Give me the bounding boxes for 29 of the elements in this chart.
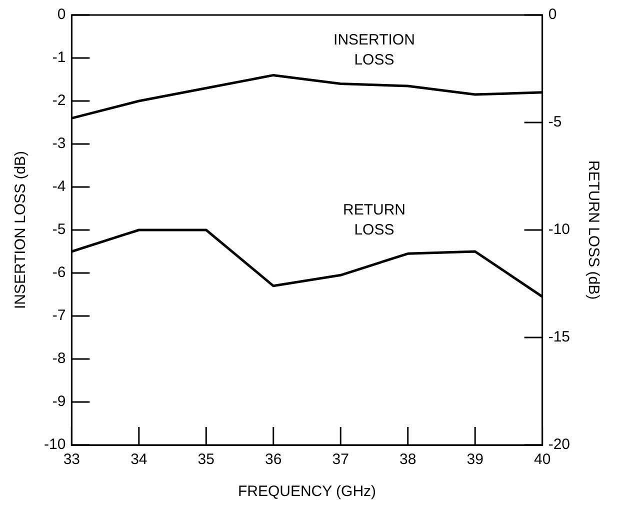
y2-tick-label: -20 [548, 436, 570, 454]
x-tick-label: 37 [332, 451, 349, 468]
y-tick-label: -10 [44, 436, 66, 454]
series-label: INSERTION LOSS [334, 31, 415, 68]
y-axis-title: INSERTION LOSS (dB) [12, 150, 30, 310]
x-tick-label: 36 [265, 451, 282, 468]
y-tick-label: 0 [57, 6, 66, 24]
y2-tick-label: -15 [548, 328, 570, 346]
y-tick-label: -9 [52, 393, 66, 410]
x-tick-label: 38 [400, 451, 416, 468]
y-tick-label: -8 [52, 350, 66, 368]
x-tick-label: 40 [534, 451, 551, 468]
y-tick-label: -3 [52, 135, 66, 152]
y-tick-label: -2 [52, 92, 66, 110]
x-tick-label: 39 [466, 451, 484, 468]
y-tick-label: -5 [52, 221, 66, 238]
y2-axis-title: RETURN LOSS (dB) [584, 160, 602, 300]
x-tick-label: 35 [198, 451, 214, 468]
x-tick-label: 34 [130, 451, 148, 468]
y2-tick-label: 0 [548, 6, 557, 24]
y-tick-label: -1 [52, 49, 66, 66]
y-tick-label: -7 [52, 307, 66, 324]
y-tick-label: -6 [52, 264, 66, 282]
y2-tick-label: -5 [548, 114, 562, 131]
series-label: RETURN LOSS [342, 201, 406, 238]
y2-tick-label: -10 [548, 221, 570, 238]
y-tick-label: -4 [52, 178, 66, 196]
x-axis-title: FREQUENCY (GHz) [238, 483, 376, 500]
x-tick-label: 33 [63, 451, 80, 468]
